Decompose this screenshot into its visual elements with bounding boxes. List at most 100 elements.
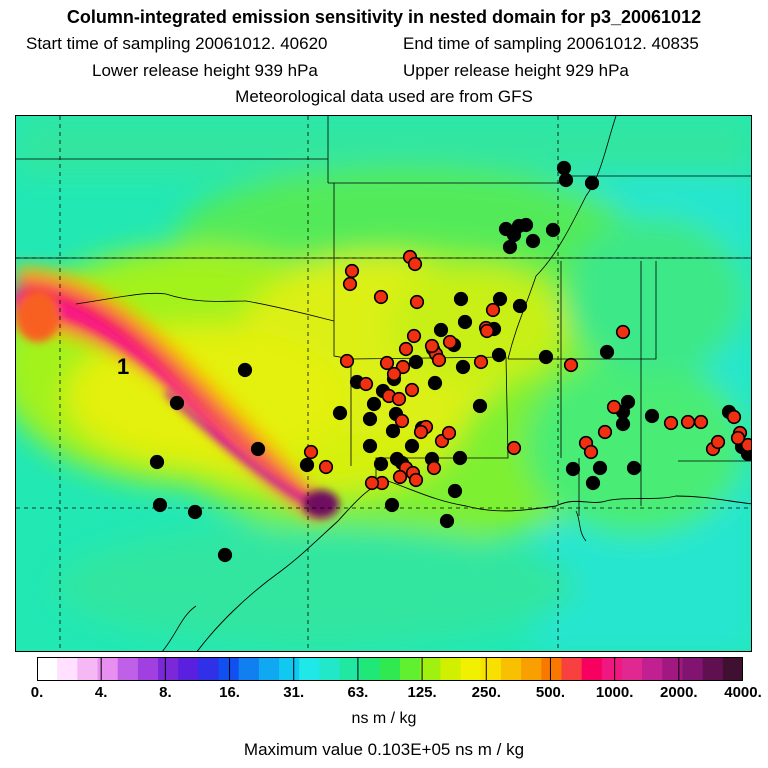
legend-tick-label: 4000. bbox=[724, 684, 762, 701]
coastline bbox=[196, 480, 751, 651]
legend-swatch bbox=[541, 657, 563, 681]
legend-swatch bbox=[460, 657, 482, 681]
map-title: Column-integrated emission sensitivity i… bbox=[66, 7, 702, 27]
legend-swatch bbox=[581, 657, 603, 681]
station-marker-red bbox=[404, 382, 420, 398]
station-marker-black bbox=[152, 497, 168, 513]
legend-swatch bbox=[722, 657, 744, 681]
station-marker-red bbox=[407, 256, 423, 272]
legend-swatch bbox=[279, 657, 300, 681]
legend-swatch bbox=[420, 657, 442, 681]
station-marker-black bbox=[250, 441, 266, 457]
legend-swatch bbox=[319, 657, 341, 681]
legend-swatch bbox=[642, 657, 663, 681]
station-marker-black bbox=[585, 475, 601, 491]
legend-tick-label: 16. bbox=[219, 684, 240, 701]
legend-swatch bbox=[258, 657, 280, 681]
station-marker-red bbox=[473, 354, 489, 370]
legend-tick-label: 8. bbox=[159, 684, 172, 701]
met-data-text: Meteorological data used are from GFS bbox=[235, 87, 533, 106]
station-marker-red bbox=[597, 424, 613, 440]
station-marker-black bbox=[599, 344, 615, 360]
station-marker-black bbox=[525, 233, 541, 249]
legend-bar bbox=[36, 657, 744, 681]
station-marker-red bbox=[441, 425, 457, 441]
legend-swatch bbox=[480, 657, 502, 681]
station-marker-black bbox=[408, 354, 424, 370]
legend-tick-label: 1000. bbox=[595, 684, 634, 701]
station-marker-red bbox=[506, 440, 522, 456]
legend-swatch bbox=[400, 657, 421, 681]
legend-tick-label: 0. bbox=[30, 684, 44, 701]
legend-swatch bbox=[702, 657, 724, 681]
start-time-text: Start time of sampling 20061012. 40620 bbox=[26, 34, 328, 53]
station-marker-black bbox=[362, 411, 378, 427]
maximum-value-text: Maximum value 0.103E+05 ns m / kg bbox=[243, 740, 525, 759]
legend-tick-label: 125. bbox=[407, 684, 437, 701]
legend-swatch bbox=[339, 657, 361, 681]
station-marker-black bbox=[452, 450, 468, 466]
map-canvas: 1 bbox=[16, 116, 751, 651]
legend-tick-label: 31. bbox=[283, 684, 305, 701]
station-marker-black bbox=[362, 438, 378, 454]
station-marker-red bbox=[409, 294, 425, 310]
station-marker-black bbox=[518, 217, 534, 233]
legend-swatch bbox=[238, 657, 260, 681]
station-marker-black bbox=[545, 222, 561, 238]
station-marker-black bbox=[237, 362, 253, 378]
station-marker-black bbox=[373, 456, 389, 472]
legend-swatch bbox=[158, 657, 179, 681]
station-marker-black bbox=[453, 291, 469, 307]
station-marker-red bbox=[424, 338, 440, 354]
legend-swatch bbox=[218, 657, 240, 681]
station-marker-red bbox=[726, 409, 742, 425]
station-marker-black bbox=[447, 483, 463, 499]
station-marker-red bbox=[730, 430, 746, 446]
station-marker-red bbox=[563, 357, 579, 373]
station-marker-red bbox=[394, 413, 410, 429]
station-marker-black bbox=[404, 438, 420, 454]
station-marker-red bbox=[431, 352, 447, 368]
station-marker-black bbox=[439, 513, 455, 529]
state-borders bbox=[16, 116, 751, 516]
legend-swatch bbox=[359, 657, 381, 681]
legend-swatch bbox=[682, 657, 704, 681]
station-marker-black bbox=[385, 423, 401, 439]
station-marker-black bbox=[169, 395, 185, 411]
legend-units: ns m / kg bbox=[351, 710, 417, 727]
station-marker-red bbox=[740, 437, 751, 453]
legend-swatch bbox=[440, 657, 462, 681]
station-marker-black bbox=[187, 504, 203, 520]
legend-tick-label: 63. bbox=[347, 684, 369, 701]
station-marker-red bbox=[364, 475, 380, 491]
station-marker-red bbox=[485, 302, 501, 318]
station-marker-red bbox=[358, 376, 374, 392]
station-marker-black bbox=[556, 160, 572, 176]
station-marker-black bbox=[502, 239, 518, 255]
legend-swatch bbox=[97, 657, 119, 681]
station-marker-black bbox=[384, 497, 400, 513]
legend-swatch bbox=[299, 657, 320, 681]
station-marker-red bbox=[398, 341, 414, 357]
legend-swatch bbox=[662, 657, 684, 681]
end-time-text: End time of sampling 20061012. 40835 bbox=[403, 34, 699, 53]
station-marker-black bbox=[366, 396, 382, 412]
station-marker-black bbox=[332, 405, 348, 421]
station-marker-red bbox=[693, 414, 709, 430]
station-marker-black bbox=[512, 298, 528, 314]
station-marker-black bbox=[592, 460, 608, 476]
station-marker-red bbox=[663, 415, 679, 431]
legend-tick-label: 4. bbox=[94, 684, 108, 701]
station-marker-red bbox=[408, 472, 424, 488]
station-marker-black bbox=[457, 314, 473, 330]
station-marker-black bbox=[644, 408, 660, 424]
color-legend bbox=[36, 657, 744, 681]
upper-release-text: Upper release height 929 hPa bbox=[403, 61, 629, 80]
legend-swatch bbox=[178, 657, 199, 681]
station-marker-red bbox=[615, 324, 631, 340]
station-marker-black bbox=[626, 460, 642, 476]
legend-swatch bbox=[521, 657, 542, 681]
station-marker-red bbox=[392, 469, 408, 485]
station-marker-red bbox=[583, 444, 599, 460]
station-marker-black bbox=[455, 359, 471, 375]
